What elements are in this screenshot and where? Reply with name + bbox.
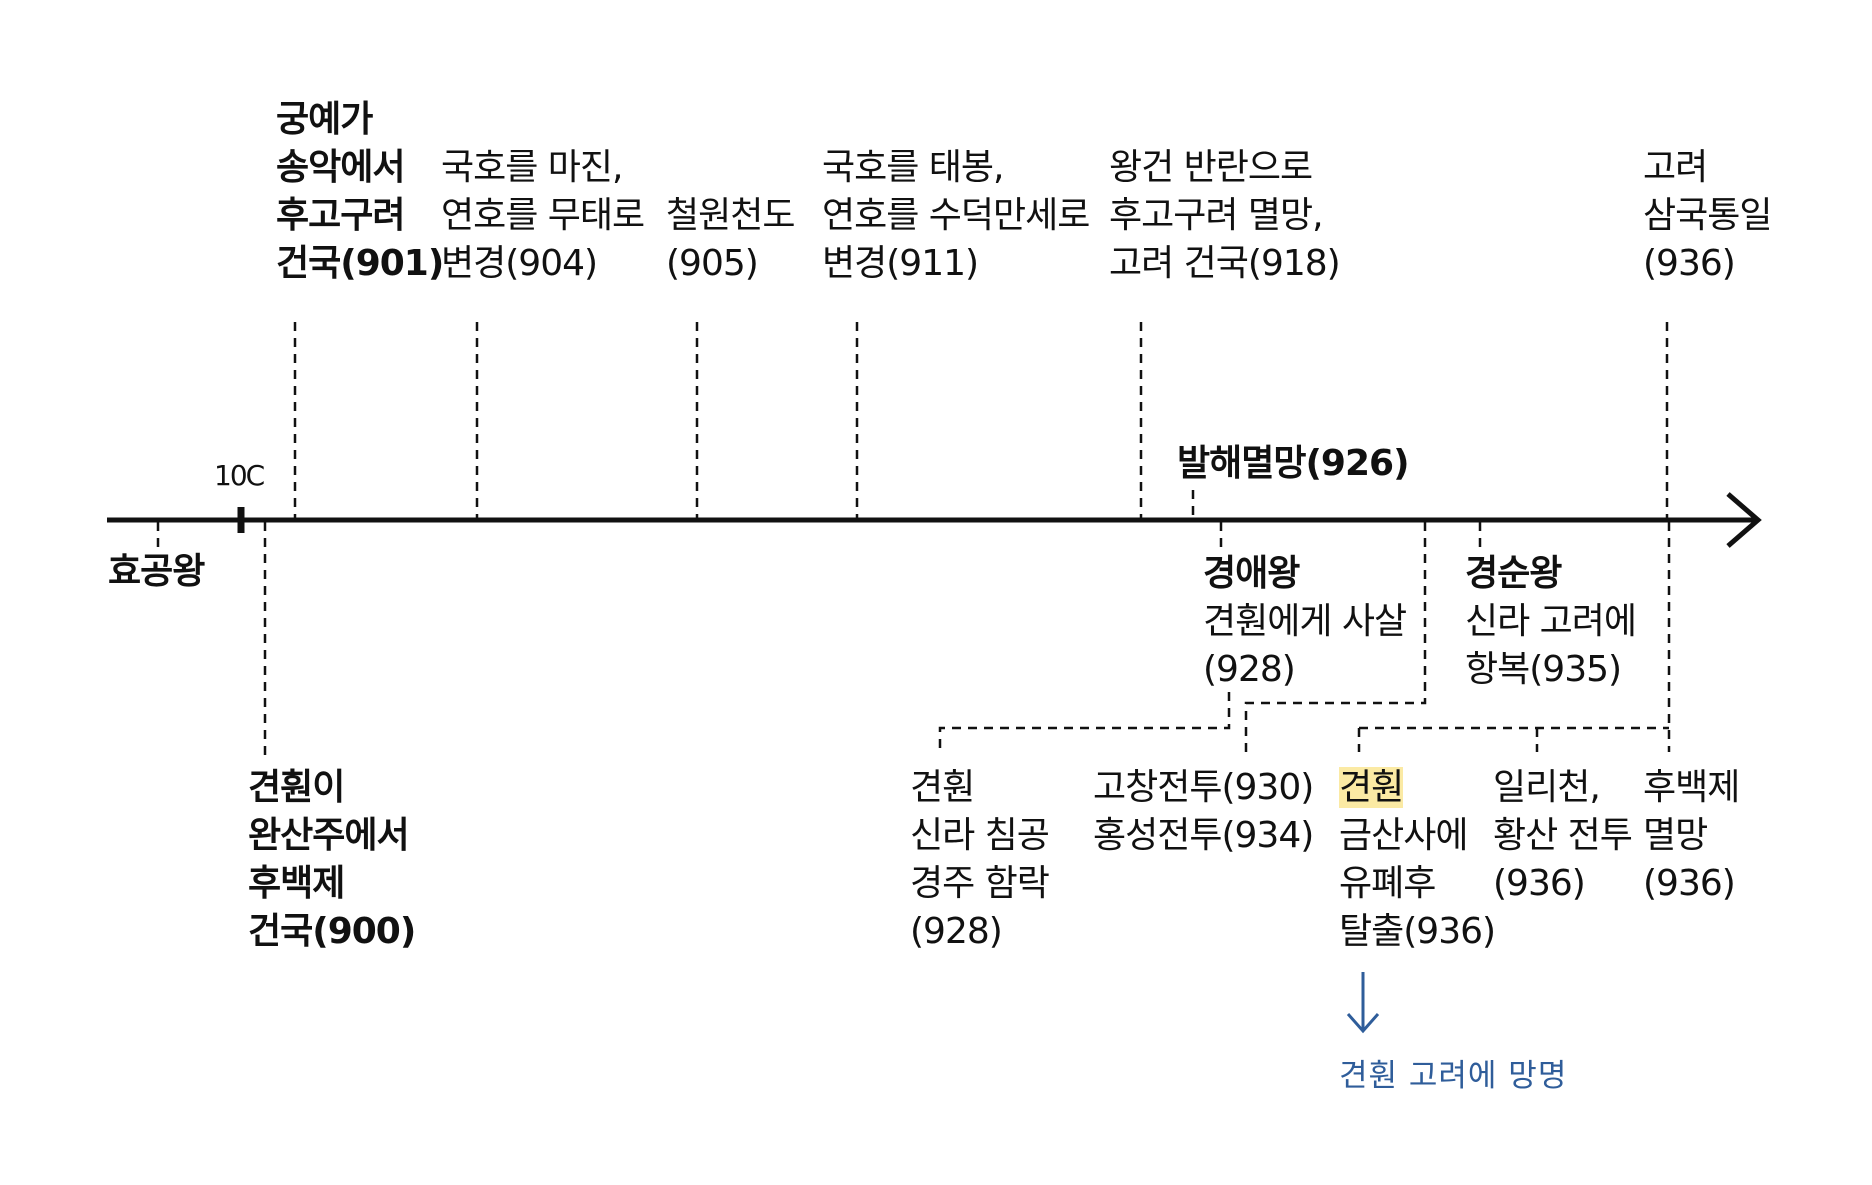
event-904-line: 국호를 마진,	[441, 147, 624, 188]
event-900-line: 건국(900)	[248, 911, 416, 952]
event-936-line: 삼국통일	[1643, 195, 1772, 236]
footnote-exile: 견훤 고려에 망명	[1339, 1058, 1568, 1094]
event-928-line: 신라 침공	[910, 815, 1050, 856]
king-gyeongsun-line: 신라 고려에	[1465, 601, 1637, 642]
event-911-line: 연호를 수덕만세로	[822, 195, 1090, 236]
king-gyeongae: 경애왕 견훤에게 사살 (928)	[1203, 550, 1407, 694]
century-label: 10C	[214, 459, 265, 492]
king-gyeongsun: 경순왕 신라 고려에 항복(935)	[1465, 550, 1637, 694]
event-geumsansa-line: 탈출(936)	[1339, 911, 1496, 952]
event-936-hubaekje-fall: 후백제 멸망 (936)	[1643, 764, 1740, 908]
event-905: 철원천도 (905)	[666, 192, 795, 288]
event-928-line: 경주 함락	[910, 863, 1050, 904]
event-904-line: 연호를 무태로	[441, 195, 645, 236]
event-ilicheon-line: 일리천,	[1493, 767, 1601, 808]
event-936-unification: 고려 삼국통일 (936)	[1643, 144, 1772, 288]
event-936-ilicheon: 일리천, 황산 전투 (936)	[1493, 764, 1633, 908]
event-905-line: (905)	[666, 243, 759, 284]
king-hyogong: 효공왕	[108, 551, 205, 592]
highlighted-name: 견훤	[1339, 767, 1404, 808]
event-905-line: 철원천도	[666, 195, 795, 236]
event-918-line: 고려 건국(918)	[1109, 243, 1341, 284]
event-hubaekje-line: 멸망	[1643, 815, 1708, 856]
event-911-line: 변경(911)	[822, 243, 979, 284]
event-900: 견훤이 완산주에서 후백제 건국(900)	[248, 764, 416, 956]
event-928-gyeongju: 견훤 신라 침공 경주 함락 (928)	[910, 764, 1050, 956]
event-918: 왕건 반란으로 후고구려 멸망, 고려 건국(918)	[1109, 144, 1341, 288]
footnote-arrowhead	[1346, 1013, 1380, 1034]
event-928-line: 견훤	[910, 767, 975, 808]
event-904-line: 변경(904)	[441, 243, 598, 284]
event-901-line: 건국(901)	[276, 243, 444, 284]
event-936-geumsansa: 견훤 금산사에 유폐후 탈출(936)	[1339, 764, 1496, 956]
event-ilicheon-line: 황산 전투	[1493, 815, 1633, 856]
king-gyeongsun-name: 경순왕	[1465, 553, 1562, 594]
event-hubaekje-line: 후백제	[1643, 767, 1740, 808]
event-901-line: 궁예가	[276, 99, 373, 140]
event-battle-line: 홍성전투(934)	[1093, 815, 1314, 856]
event-911: 국호를 태봉, 연호를 수덕만세로 변경(911)	[822, 144, 1090, 288]
event-901-line: 후고구려	[276, 195, 405, 236]
event-911-line: 국호를 태봉,	[822, 147, 1005, 188]
event-geumsansa-highlight-line: 견훤	[1339, 764, 1495, 812]
event-926-balhae: 발해멸망(926)	[1177, 443, 1410, 484]
event-904: 국호를 마진, 연호를 무태로 변경(904)	[441, 144, 645, 288]
event-900-line: 완산주에서	[248, 815, 410, 856]
event-battle-line: 고창전투(930)	[1093, 767, 1314, 808]
event-geumsansa-line: 금산사에	[1339, 815, 1468, 856]
event-928-line: (928)	[910, 911, 1003, 952]
event-901-line: 송악에서	[276, 147, 405, 188]
connector-930	[1244, 522, 1427, 752]
king-gyeongsun-line: 항복(935)	[1465, 649, 1622, 690]
timeline-arrowhead	[1726, 492, 1762, 548]
event-ilicheon-line: (936)	[1493, 863, 1586, 904]
event-901: 궁예가 송악에서 후고구려 건국(901)	[276, 96, 444, 288]
event-918-line: 왕건 반란으로	[1109, 147, 1313, 188]
king-gyeongae-line: (928)	[1203, 649, 1296, 690]
connector-928	[938, 692, 1231, 752]
event-918-line: 후고구려 멸망,	[1109, 195, 1324, 236]
event-900-line: 후백제	[248, 863, 345, 904]
event-900-line: 견훤이	[248, 767, 345, 808]
event-930-934-battles: 고창전투(930) 홍성전투(934)	[1093, 764, 1314, 860]
event-936-line: 고려	[1643, 147, 1708, 188]
event-936-line: (936)	[1643, 243, 1736, 284]
king-gyeongae-name: 경애왕	[1203, 553, 1300, 594]
event-geumsansa-line: 유폐후	[1339, 863, 1436, 904]
event-hubaekje-line: (936)	[1643, 863, 1736, 904]
king-gyeongae-line: 견훤에게 사살	[1203, 601, 1407, 642]
